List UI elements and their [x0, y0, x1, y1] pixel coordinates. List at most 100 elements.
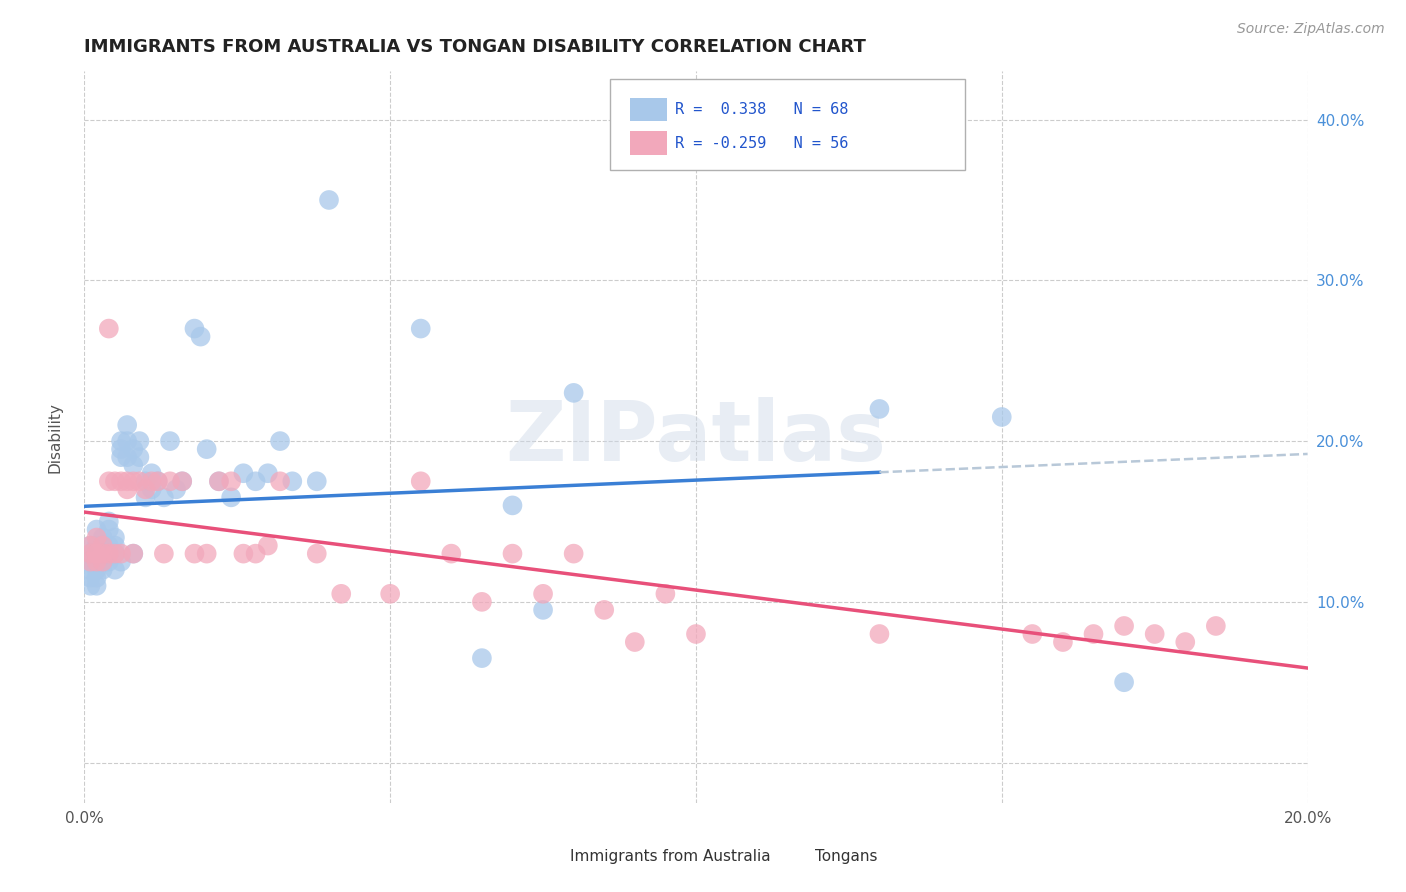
Point: [1114, 675, 1136, 690]
Point: [269, 475, 291, 489]
Point: [440, 547, 463, 561]
Point: [79, 579, 101, 593]
Point: [86, 579, 108, 593]
Point: [146, 475, 169, 489]
Text: Source: ZipAtlas.com: Source: ZipAtlas.com: [1237, 22, 1385, 37]
Point: [104, 547, 127, 561]
Point: [110, 555, 132, 569]
Point: [380, 587, 402, 601]
Text: Tongans: Tongans: [814, 848, 877, 863]
Point: [91, 547, 114, 561]
Point: [104, 531, 127, 545]
Point: [122, 442, 145, 457]
Point: [245, 547, 267, 561]
Point: [110, 475, 132, 489]
Point: [531, 587, 554, 601]
Point: [502, 547, 524, 561]
Point: [153, 491, 176, 505]
FancyBboxPatch shape: [523, 849, 562, 867]
Point: [91, 539, 114, 553]
Point: [269, 434, 291, 449]
Point: [110, 547, 132, 561]
Text: Immigrants from Australia: Immigrants from Australia: [569, 848, 770, 863]
Point: [110, 450, 132, 465]
Point: [562, 385, 585, 400]
Point: [79, 571, 101, 585]
Point: [305, 547, 328, 561]
Point: [86, 571, 108, 585]
Point: [86, 563, 108, 577]
Point: [128, 475, 150, 489]
Point: [593, 603, 616, 617]
Point: [79, 539, 101, 553]
Point: [97, 475, 120, 489]
Point: [219, 475, 242, 489]
Point: [97, 321, 120, 335]
Point: [153, 547, 176, 561]
Point: [86, 523, 108, 537]
Point: [471, 651, 494, 665]
Point: [91, 555, 114, 569]
Point: [869, 401, 891, 416]
Point: [531, 603, 554, 617]
Point: [232, 467, 254, 481]
FancyBboxPatch shape: [630, 131, 666, 154]
Point: [159, 434, 181, 449]
Point: [685, 627, 707, 641]
Point: [122, 547, 145, 561]
Point: [104, 547, 127, 561]
Point: [471, 595, 494, 609]
Point: [330, 587, 353, 601]
Point: [135, 491, 157, 505]
Point: [257, 539, 280, 553]
Point: [305, 475, 328, 489]
Point: [128, 450, 150, 465]
Text: ZIPatlas: ZIPatlas: [506, 397, 886, 477]
Point: [86, 531, 108, 545]
Point: [318, 193, 340, 207]
Point: [1143, 627, 1166, 641]
Point: [122, 547, 145, 561]
Point: [257, 467, 280, 481]
Point: [91, 539, 114, 553]
Point: [409, 321, 432, 335]
Point: [97, 523, 120, 537]
Point: [86, 555, 108, 569]
Point: [79, 539, 101, 553]
Point: [86, 547, 108, 561]
Point: [86, 539, 108, 553]
FancyBboxPatch shape: [610, 78, 965, 170]
Point: [1205, 619, 1227, 633]
Point: [86, 547, 108, 561]
Point: [172, 475, 194, 489]
Point: [195, 547, 218, 561]
Point: [208, 475, 231, 489]
Point: [654, 587, 676, 601]
Point: [281, 475, 304, 489]
Point: [115, 475, 138, 489]
Point: [183, 321, 205, 335]
Point: [159, 475, 181, 489]
Point: [115, 434, 138, 449]
Point: [183, 547, 205, 561]
Point: [1021, 627, 1043, 641]
Point: [128, 434, 150, 449]
Point: [869, 627, 891, 641]
Point: [245, 475, 267, 489]
Point: [79, 555, 101, 569]
Point: [232, 547, 254, 561]
Point: [97, 547, 120, 561]
Text: R =  0.338   N = 68: R = 0.338 N = 68: [675, 102, 849, 117]
Point: [91, 563, 114, 577]
Point: [122, 458, 145, 473]
Point: [991, 409, 1014, 424]
Point: [624, 635, 647, 649]
Point: [1174, 635, 1197, 649]
Point: [141, 467, 163, 481]
Point: [502, 499, 524, 513]
Point: [208, 475, 231, 489]
Point: [1052, 635, 1074, 649]
Point: [91, 555, 114, 569]
Point: [79, 555, 101, 569]
Point: [79, 547, 101, 561]
